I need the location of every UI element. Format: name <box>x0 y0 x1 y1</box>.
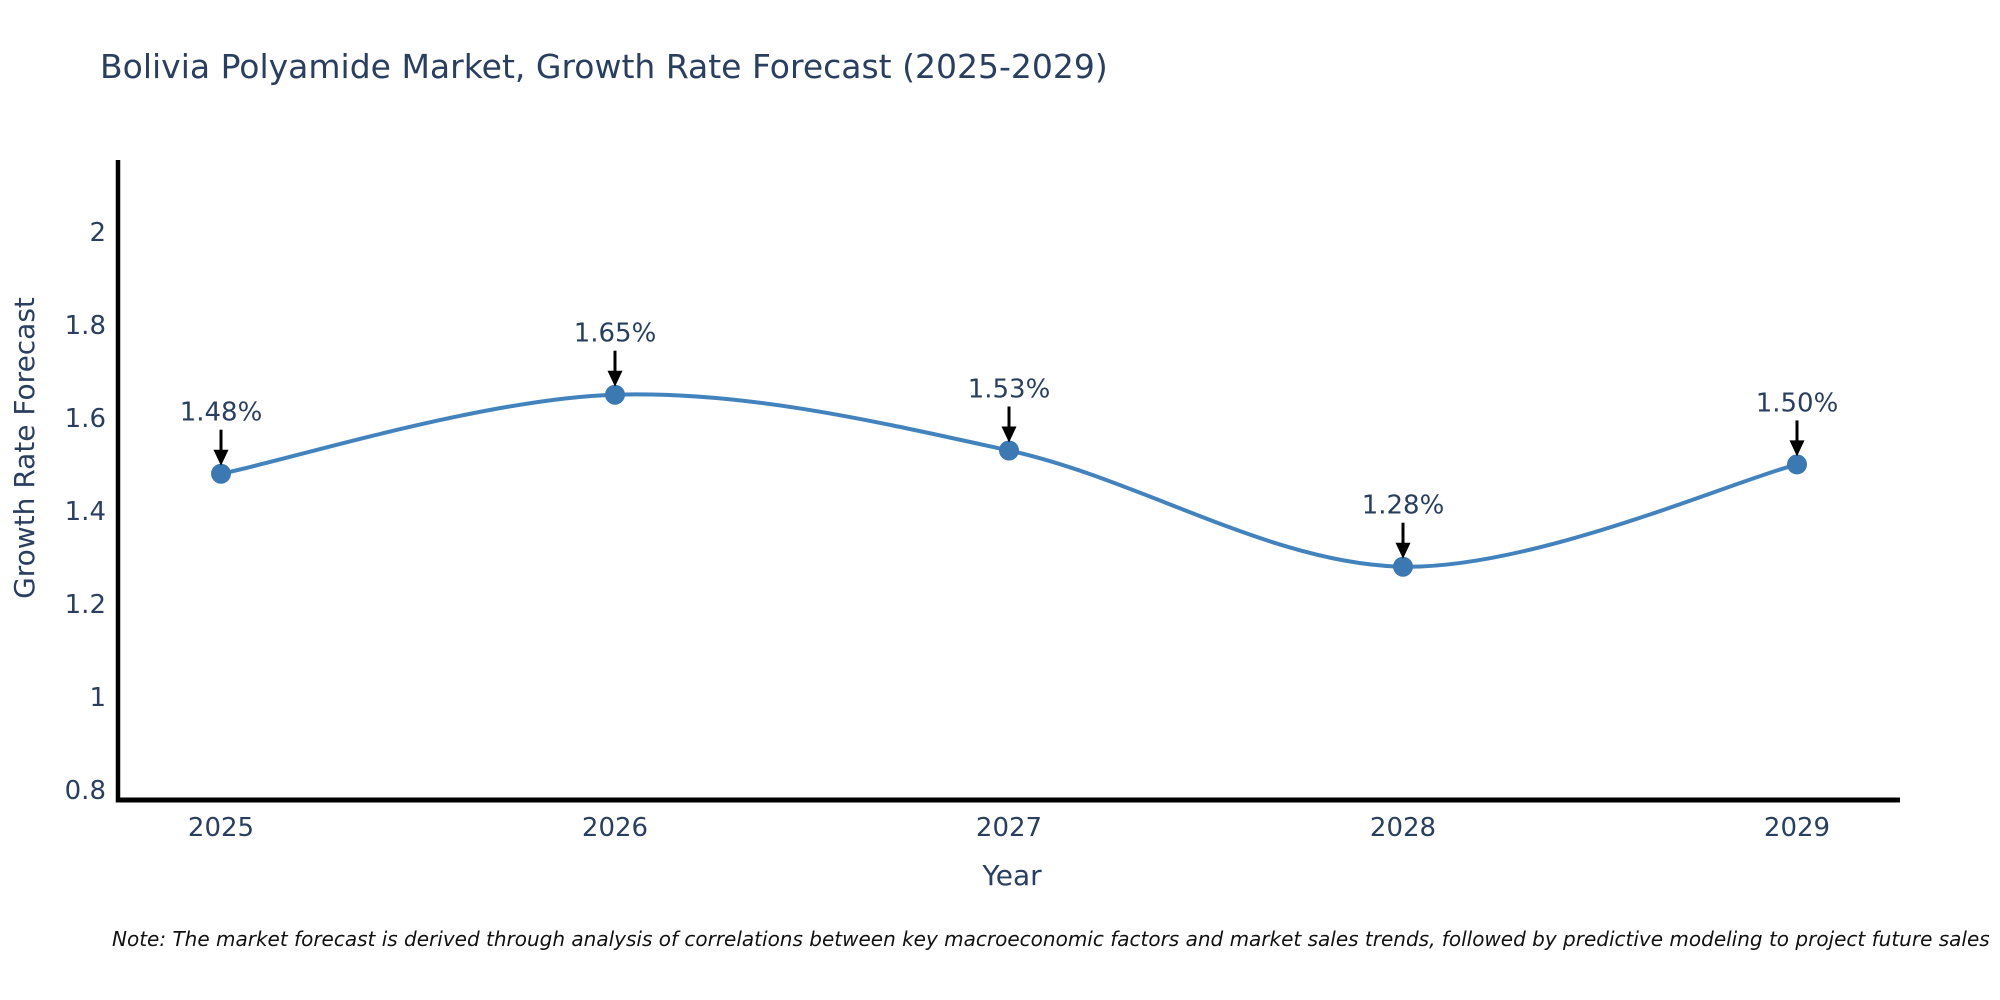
y-tick-label: 0.8 <box>65 776 106 806</box>
y-tick-label: 1 <box>89 683 106 713</box>
y-tick-label: 1.2 <box>65 590 106 620</box>
y-axis-title: Growth Rate Forecast <box>8 297 41 599</box>
y-tick-label: 1.8 <box>65 311 106 341</box>
point-annotation-label: 1.48% <box>180 398 263 428</box>
y-tick-label: 1.4 <box>65 497 106 527</box>
y-tick-label: 2 <box>89 218 106 248</box>
x-tick-label: 2028 <box>1370 813 1436 843</box>
x-axis-title: Year <box>981 859 1042 892</box>
point-annotation-label: 1.65% <box>574 319 657 349</box>
data-point-marker <box>211 463 231 484</box>
annotation-arrowhead-icon <box>1395 542 1411 559</box>
annotation-arrowhead-icon <box>213 449 229 466</box>
plot-area: 0.8 1 1.2 1.4 1.6 1.8 2 2025 2026 2027 2028 2029 1.4… <box>65 160 1900 843</box>
data-point-marker <box>1787 454 1807 475</box>
annotation-arrowhead-icon <box>607 370 623 387</box>
point-annotation-label: 1.50% <box>1756 388 1839 418</box>
data-point-marker <box>605 384 625 405</box>
chart-title: Bolivia Polyamide Market, Growth Rate Fo… <box>100 47 1108 86</box>
point-annotation-label: 1.53% <box>968 375 1051 405</box>
x-tick-label: 2026 <box>582 813 648 843</box>
footnote: Note: The market forecast is derived thr… <box>112 927 1990 951</box>
y-tick-label: 1.6 <box>65 404 106 434</box>
x-tick-label: 2025 <box>188 813 254 843</box>
x-tick-label: 2027 <box>976 813 1042 843</box>
x-tick-label: 2029 <box>1764 813 1830 843</box>
annotation-arrowhead-icon <box>1001 426 1017 443</box>
point-annotation-label: 1.28% <box>1362 491 1445 521</box>
data-point-marker <box>1393 556 1413 577</box>
annotation-arrowhead-icon <box>1789 440 1805 457</box>
data-point-marker <box>999 440 1019 461</box>
